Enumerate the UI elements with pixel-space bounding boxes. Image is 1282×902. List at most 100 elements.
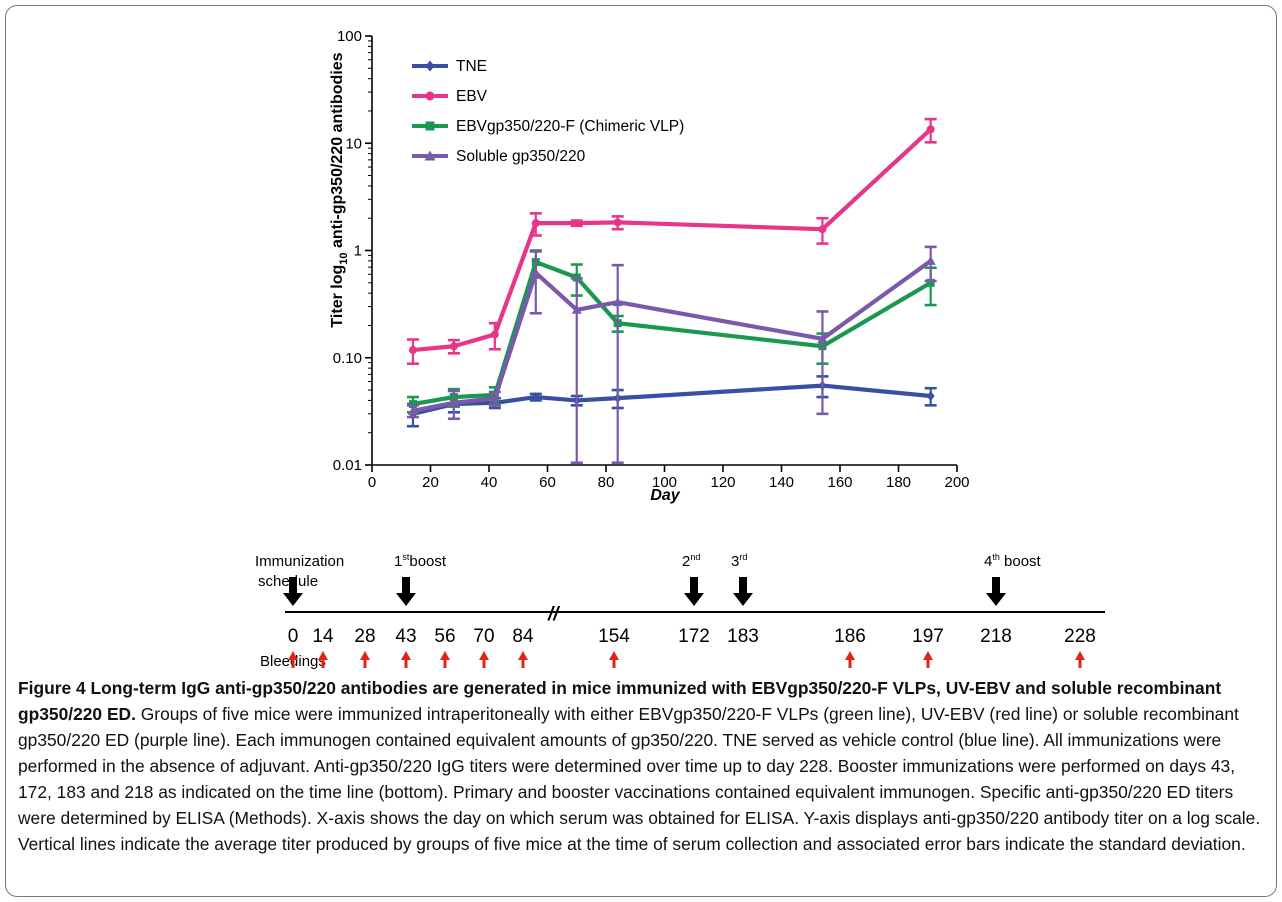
x-tick-label: 200 — [944, 474, 969, 491]
y-tick-label: 10 — [345, 135, 362, 152]
timeline-break-mark: // — [547, 604, 560, 625]
data-point — [448, 397, 459, 407]
bleeding-arrow-70 — [479, 651, 489, 668]
x-tick-label: 180 — [886, 474, 911, 491]
day-label-14: 14 — [312, 626, 334, 647]
bleeding-arrow-84 — [518, 651, 528, 668]
y-axis-title-rest: anti-gp350/220 antibodies — [329, 52, 346, 252]
day-label-183: 183 — [727, 626, 759, 647]
data-point — [926, 278, 935, 287]
day-label-84: 84 — [512, 626, 534, 647]
x-tick-label: 100 — [652, 474, 677, 491]
bleeding-arrow-14 — [318, 651, 328, 668]
bleeding-arrow-154 — [609, 651, 619, 668]
schedule-day-labels: 0 14 28 43 56 70 84 154 172 183 186 197 218 228 — [288, 626, 1096, 647]
day-label-56: 56 — [434, 626, 455, 647]
legend-marker — [424, 150, 436, 161]
x-tick-label: 140 — [769, 474, 794, 491]
series-line — [412, 259, 932, 407]
boost-label-218: 4th boost — [984, 552, 1042, 570]
bleeding-arrow-186 — [845, 651, 855, 668]
legend-entry: TNE — [412, 58, 487, 75]
titer-line-chart: 0.01 0.10 1 10 100 0 20 40 60 80 100 120 140 160 180 20… — [329, 28, 970, 504]
bleeding-arrow-228 — [1075, 651, 1085, 668]
immunization-arrow-183 — [733, 577, 753, 606]
immunization-schedule: Immunization schedule Bleedings // 1stbo… — [255, 552, 1105, 670]
series-3 — [406, 245, 937, 465]
legend-label: EBVgp350/220-F (Chimeric VLP) — [456, 118, 684, 135]
chart-axes: 0.01 0.10 1 10 100 0 20 40 60 80 100 120 140 160 180 20… — [333, 28, 970, 491]
bleeding-arrow-197 — [923, 651, 933, 668]
figure-caption: Figure 4 Long-term IgG anti-gp350/220 an… — [18, 675, 1266, 857]
x-tick-label: 160 — [827, 474, 852, 491]
chart-series — [406, 117, 937, 465]
schedule-arrows — [283, 577, 1085, 668]
boost-labels: 1stboost 2nd 3rd 4th boost — [394, 552, 1042, 570]
data-point — [612, 297, 623, 307]
data-point — [489, 393, 500, 403]
data-point — [613, 218, 622, 227]
legend-entry: EBVgp350/220-F (Chimeric VLP) — [412, 118, 684, 135]
day-label-228: 228 — [1064, 626, 1096, 647]
boost-label-43: 1stboost — [394, 552, 447, 570]
day-label-186: 186 — [834, 626, 866, 647]
day-label-218: 218 — [980, 626, 1012, 647]
y-axis-title: Titer log10 anti-gp350/220 antibodies — [329, 52, 350, 327]
y-tick-label: 0.10 — [333, 350, 362, 367]
day-label-43: 43 — [395, 626, 416, 647]
immunization-arrow-43 — [396, 577, 416, 606]
immunization-arrow-0 — [283, 577, 303, 606]
data-point — [925, 255, 936, 265]
data-point — [926, 390, 935, 401]
legend-entry: EBV — [412, 88, 488, 105]
immunization-schedule-label-2: schedule — [258, 573, 318, 590]
immunization-arrow-172 — [684, 577, 704, 606]
x-tick-label: 40 — [481, 474, 498, 491]
y-axis-title-sub: 10 — [338, 252, 350, 264]
data-point — [407, 405, 418, 415]
legend-marker — [425, 60, 435, 72]
data-point — [818, 225, 827, 234]
legend-label: Soluble gp350/220 — [456, 148, 586, 165]
legend-label: TNE — [456, 58, 487, 75]
caption-title: Figure 4 Long-term IgG anti-gp350/220 an… — [18, 678, 1222, 724]
bleeding-arrow-43 — [401, 651, 411, 668]
data-point — [408, 346, 417, 355]
data-point — [490, 330, 499, 339]
bleeding-arrow-0 — [288, 651, 298, 668]
x-tick-label: 0 — [368, 474, 376, 491]
bleeding-arrow-56 — [440, 651, 450, 668]
y-tick-label: 1 — [354, 243, 362, 260]
boost-label-172: 2nd — [682, 552, 700, 570]
x-tick-label: 80 — [598, 474, 615, 491]
data-point — [572, 219, 581, 228]
data-point — [449, 342, 458, 351]
data-point — [531, 219, 540, 228]
series-line — [412, 127, 933, 353]
immunization-arrow-218 — [986, 577, 1006, 606]
day-label-70: 70 — [473, 626, 494, 647]
day-label-28: 28 — [354, 626, 375, 647]
immunization-schedule-label-1: Immunization — [255, 553, 344, 570]
day-label-197: 197 — [912, 626, 944, 647]
legend-marker — [425, 91, 435, 101]
day-label-172: 172 — [678, 626, 710, 647]
x-tick-label: 60 — [539, 474, 556, 491]
legend-label: EBV — [456, 88, 488, 105]
bleeding-arrow-28 — [360, 651, 370, 668]
legend-marker — [425, 121, 435, 131]
y-tick-label: 100 — [337, 28, 362, 45]
series-line — [412, 259, 932, 413]
x-axis-title: Day — [650, 487, 680, 504]
chart-legend: TNE EBV EBVgp350/220-F (Chimeric VLP) Solub… — [412, 58, 684, 165]
boost-label-183: 3rd — [731, 552, 747, 570]
series-1 — [406, 117, 937, 366]
day-label-154: 154 — [598, 626, 630, 647]
caption-body: Groups of five mice were immunized intra… — [18, 704, 1261, 854]
data-point — [530, 267, 541, 277]
data-point — [531, 392, 540, 403]
figure-frame — [5, 5, 1277, 897]
data-point — [817, 333, 828, 343]
y-axis-title-main: Titer log — [329, 265, 346, 328]
legend-entry: Soluble gp350/220 — [412, 148, 586, 165]
